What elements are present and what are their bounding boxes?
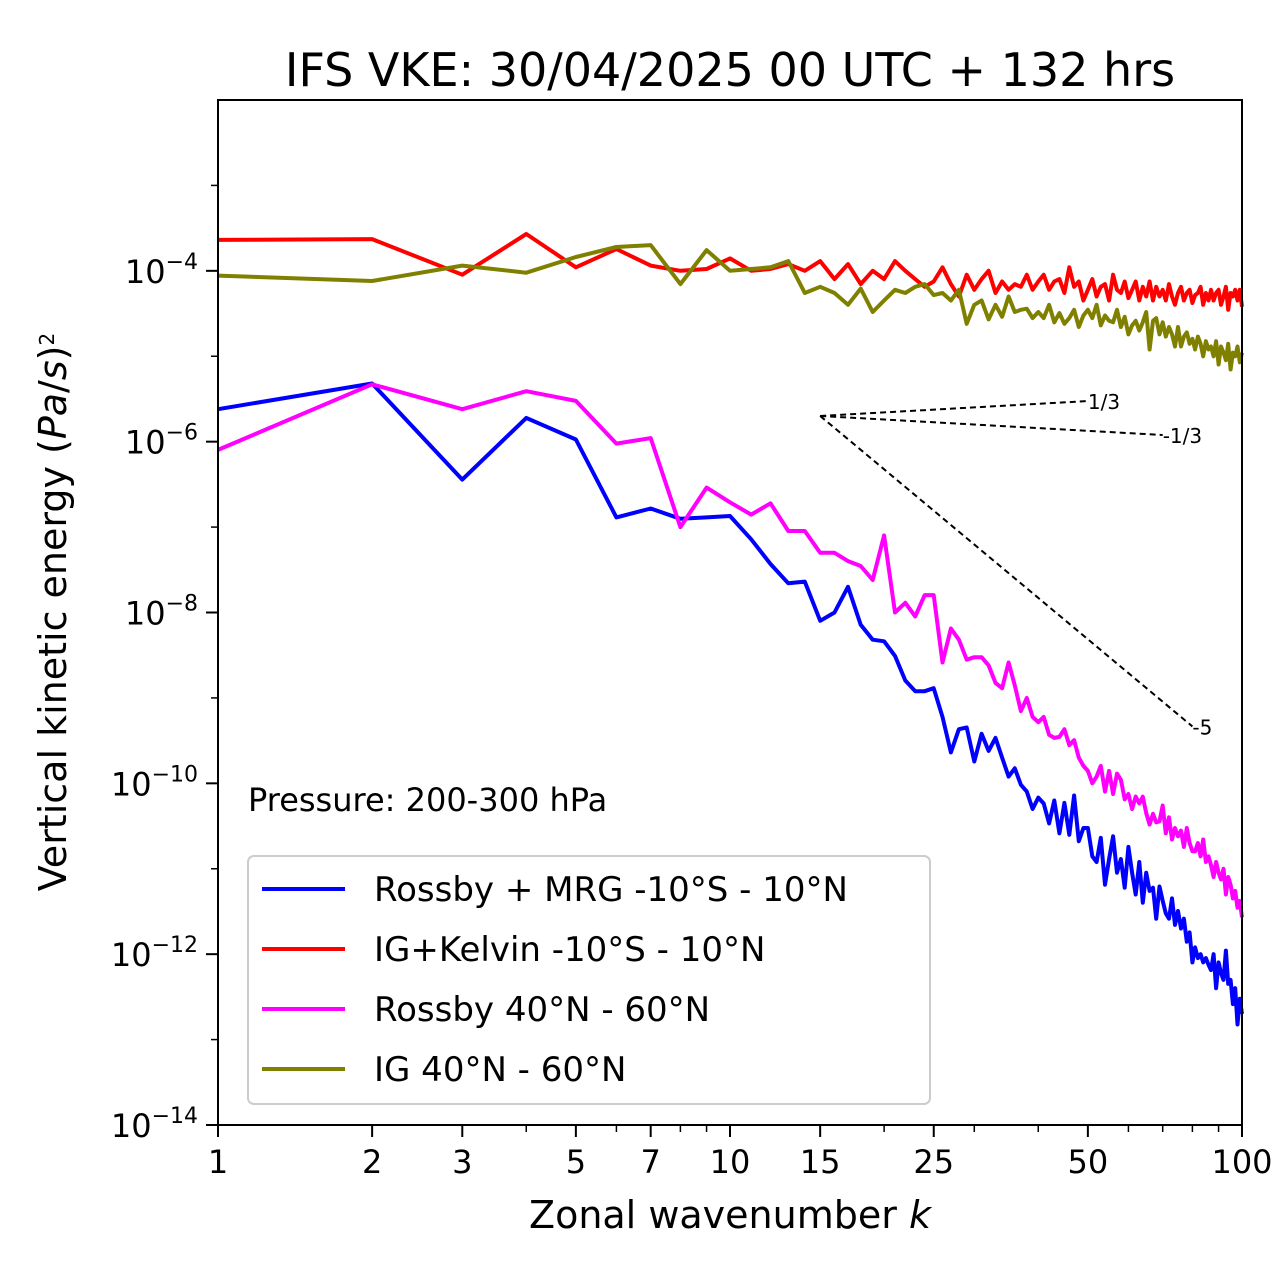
x-axis-ticks: 1 2 3 5 7 10 15 25 50 100 [208,1125,1273,1181]
y-tick-label-1: 10−6 [125,421,198,462]
reference-slope-lines: 1/3 -1/3 -5 [819,390,1212,739]
x-tick-label-2: 3 [452,1143,472,1181]
y-tick-label-5: 10−14 [111,1104,198,1145]
y-tick-label-2: 10−8 [125,592,198,633]
series-line-3 [217,243,1244,372]
series-line-0 [217,381,1244,1027]
x-tick-label-7: 25 [913,1143,954,1181]
x-tick-label-1: 2 [362,1143,382,1181]
legend-label-2: Rossby 40°N - 60°N [374,990,710,1030]
x-tick-label-5: 10 [710,1143,751,1181]
x-axis-label: Zonal wavenumber k [529,1193,933,1237]
y-axis-label: Vertical kinetic energy (Pa/s)2 [31,333,75,891]
x-tick-label-6: 15 [800,1143,841,1181]
chart-title: IFS VKE: 30/04/2025 00 UTC + 132 hrs [285,43,1175,97]
legend-label-3: IG 40°N - 60°N [374,1050,626,1090]
x-tick-label-9: 100 [1211,1143,1272,1181]
slope-line-1 [820,414,1163,436]
legend-box [247,855,931,1105]
slope-label-2: -5 [1192,715,1212,739]
slope-line-0 [820,400,1088,417]
x-tick-label-3: 5 [566,1143,586,1181]
y-tick-label-0: 10−4 [125,250,198,291]
y-tick-label-4: 10−12 [111,933,198,974]
x-tick-label-8: 50 [1068,1143,1109,1181]
legend-label-0: Rossby + MRG -10°S - 10°N [374,870,848,910]
series-lines [217,232,1244,1027]
y-axis-ticks: 10−4 10−6 10−8 10−10 10−12 10−14 [111,184,218,1145]
slope-label-1: -1/3 [1163,424,1202,448]
series-line-1 [217,232,1244,312]
legend-label-1: IG+Kelvin -10°S - 10°N [374,930,765,970]
series-line-2 [217,382,1244,918]
slope-line-2 [819,415,1194,728]
x-tick-label-0: 1 [208,1143,228,1181]
legend: Rossby + MRG -10°S - 10°N IG+Kelvin -10°S… [247,855,931,1105]
y-tick-label-3: 10−10 [111,762,198,803]
pressure-annotation: Pressure: 200-300 hPa [248,781,607,819]
slope-label-0: 1/3 [1088,390,1120,414]
x-tick-label-4: 7 [641,1143,661,1181]
